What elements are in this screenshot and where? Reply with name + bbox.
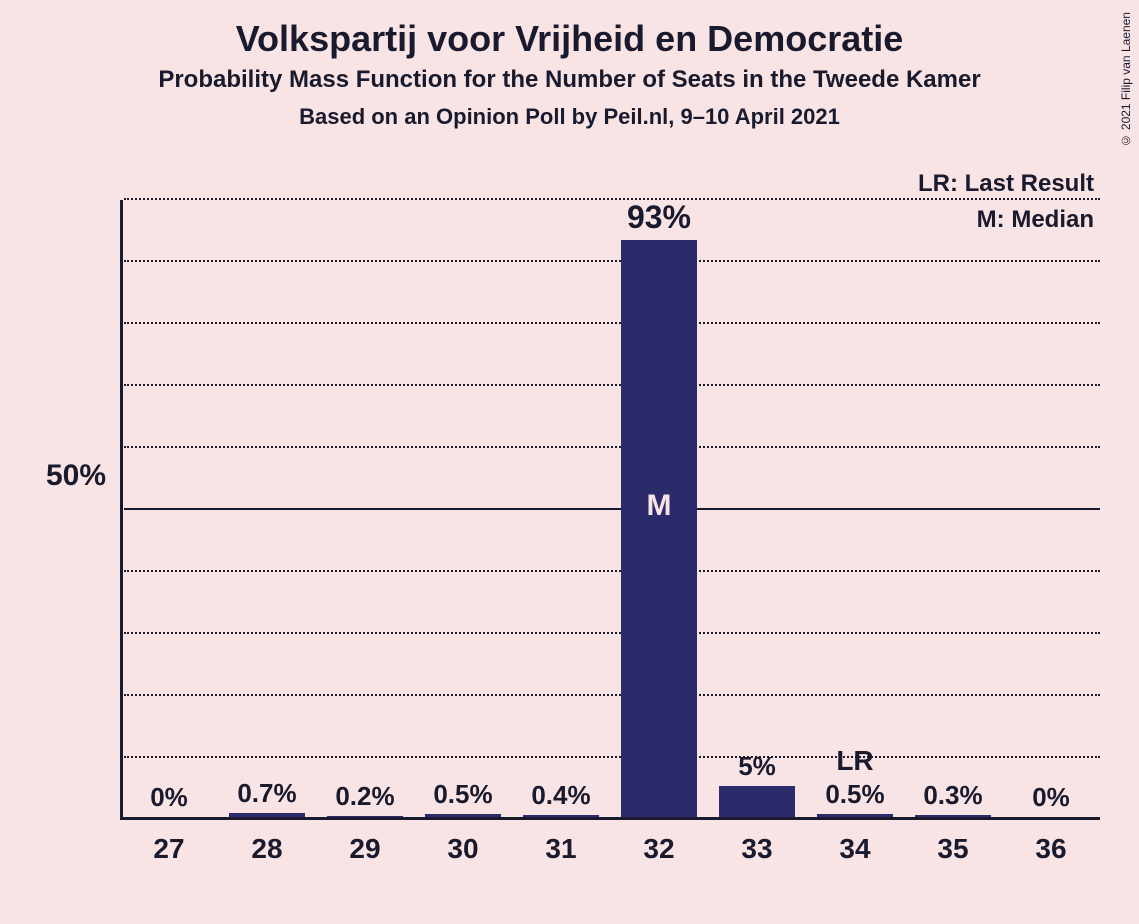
chart-subtitle-2: Based on an Opinion Poll by Peil.nl, 9–1… (0, 104, 1139, 130)
x-axis-tick-label: 34 (839, 833, 870, 865)
chart-legend: LR: Last Result M: Median (918, 166, 1094, 238)
x-axis-tick-label: 32 (643, 833, 674, 865)
grid-major (124, 508, 1100, 510)
bar-slot: 93%M32 (621, 240, 697, 817)
x-axis-tick-label: 30 (447, 833, 478, 865)
grid-minor (124, 694, 1100, 696)
x-axis-tick-label: 36 (1035, 833, 1066, 865)
bar: 0.3% (915, 815, 991, 817)
grid-minor (124, 384, 1100, 386)
grid-minor (124, 446, 1100, 448)
chart-header: Volkspartij voor Vrijheid en Democratie … (0, 0, 1139, 130)
bar-slot: 0.2%29 (327, 816, 403, 817)
bar: LR0.5% (817, 814, 893, 817)
bar: 0.4% (523, 815, 599, 817)
grid-minor (124, 570, 1100, 572)
y-axis-tick-label: 50% (46, 459, 106, 493)
bar-value-label: 0.5% (409, 779, 516, 810)
bar: 93%M (621, 240, 697, 817)
grid-minor (124, 756, 1100, 758)
bar-slot: 5%33 (719, 786, 795, 817)
grid-minor (124, 632, 1100, 634)
bar-slot: 0.3%35 (915, 815, 991, 817)
x-axis-tick-label: 33 (741, 833, 772, 865)
chart-plot-area: LR: Last Result M: Median 50% 0%270.7%28… (120, 200, 1100, 820)
bar-slot: 0.5%30 (425, 814, 501, 817)
x-axis-line (120, 817, 1100, 820)
x-axis-tick-label: 27 (153, 833, 184, 865)
bar-value-label: 0.2% (311, 781, 418, 812)
bar-slot: LR0.5%34 (817, 814, 893, 817)
bar-value-label: 0.7% (213, 778, 320, 809)
legend-lr: LR: Last Result (918, 166, 1094, 202)
x-axis-tick-label: 35 (937, 833, 968, 865)
bar: 0.2% (327, 816, 403, 817)
bar-value-label: LR0.5% (801, 745, 908, 810)
bar-value-label: 0.4% (507, 780, 614, 811)
chart-title: Volkspartij voor Vrijheid en Democratie (0, 18, 1139, 60)
grid-minor (124, 322, 1100, 324)
bar-slot: 0.7%28 (229, 813, 305, 817)
legend-m: M: Median (918, 202, 1094, 238)
x-axis-tick-label: 29 (349, 833, 380, 865)
x-axis-tick-label: 31 (545, 833, 576, 865)
bar-slot: 0.4%31 (523, 815, 599, 817)
chart-subtitle: Probability Mass Function for the Number… (0, 66, 1139, 94)
median-marker: M (621, 489, 697, 523)
bar-value-label: 0.3% (899, 780, 1006, 811)
bar-value-label: 5% (703, 751, 810, 782)
y-axis-line (120, 200, 123, 820)
bar-value-label: 0% (115, 782, 222, 813)
bar: 5% (719, 786, 795, 817)
copyright-text: © 2021 Filip van Laenen (1119, 12, 1133, 147)
bar-value-label: 93% (605, 199, 712, 236)
bar-value-label: 0% (997, 782, 1104, 813)
last-result-marker: LR (801, 745, 908, 777)
bar: 0.5% (425, 814, 501, 817)
grid-minor (124, 260, 1100, 262)
bar: 0.7% (229, 813, 305, 817)
x-axis-tick-label: 28 (251, 833, 282, 865)
